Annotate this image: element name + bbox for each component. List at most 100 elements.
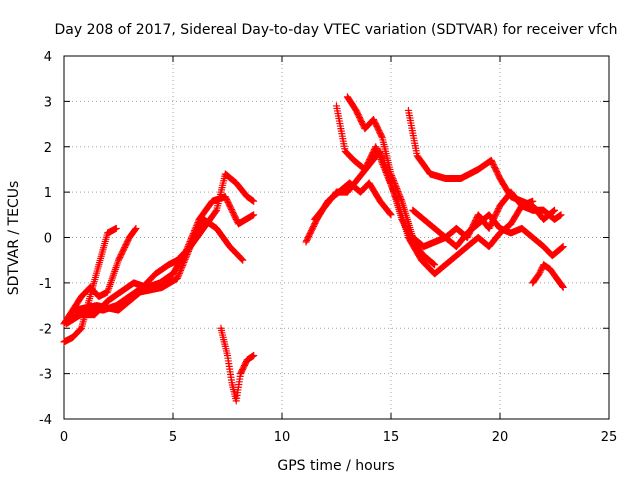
data-point — [537, 265, 545, 273]
data-point — [393, 184, 401, 192]
data-point — [379, 160, 387, 168]
data-point — [180, 258, 188, 266]
data-point — [550, 207, 558, 215]
data-point — [390, 176, 398, 184]
data-point — [536, 268, 544, 276]
data-point — [131, 225, 139, 233]
data-point — [76, 326, 84, 334]
data-point — [374, 148, 382, 156]
data-point — [177, 265, 185, 273]
data-point — [394, 188, 402, 196]
data-point — [535, 270, 543, 278]
data-point — [388, 172, 396, 180]
data-point — [391, 181, 399, 189]
chart-title: Day 208 of 2017, Sidereal Day-to-day VTE… — [54, 22, 617, 38]
series-s10 — [343, 93, 565, 251]
data-point — [184, 249, 192, 257]
x-tick-label: 5 — [169, 430, 177, 445]
data-point — [372, 143, 380, 151]
x-tick-label: 15 — [383, 430, 400, 445]
data-point — [551, 206, 558, 214]
data-point — [238, 255, 246, 263]
data-point — [388, 173, 396, 181]
data-point — [374, 149, 382, 157]
data-point — [559, 243, 567, 251]
data-point — [177, 266, 185, 274]
data-point — [179, 260, 187, 268]
data-point — [558, 243, 566, 251]
data-point — [174, 273, 182, 281]
data-point — [237, 255, 245, 263]
data-point — [250, 197, 258, 205]
data-point — [182, 254, 190, 262]
data-point — [373, 146, 381, 154]
data-point — [387, 170, 395, 178]
data-point — [549, 207, 557, 215]
data-point — [181, 255, 189, 263]
series-s13 — [529, 261, 567, 291]
data-point — [558, 282, 566, 290]
data-point — [184, 247, 192, 255]
data-point — [250, 351, 258, 359]
data-point — [173, 274, 181, 282]
data-point — [378, 157, 386, 165]
data-point — [186, 244, 194, 252]
x-tick-label: 25 — [601, 430, 618, 445]
y-tick-label: 0 — [44, 232, 52, 247]
data-point — [558, 244, 566, 252]
data-point — [376, 152, 384, 160]
y-tick-label: 2 — [44, 141, 52, 156]
data-point — [212, 207, 220, 215]
data-point — [396, 192, 404, 200]
data-point — [381, 167, 389, 175]
data-point — [392, 183, 400, 191]
data-point — [557, 211, 565, 219]
series-s11 — [404, 106, 558, 223]
y-tick-label: -3 — [39, 368, 52, 383]
y-tick-label: -2 — [39, 322, 52, 337]
data-point — [375, 151, 383, 159]
y-tick-label: 1 — [44, 186, 52, 201]
series-s6 — [217, 324, 258, 405]
data-point — [537, 267, 545, 275]
series-s12 — [409, 206, 567, 260]
data-point — [379, 162, 387, 170]
gridlines — [64, 56, 609, 419]
data-point — [386, 210, 394, 218]
data-point — [181, 257, 189, 265]
series-s5 — [71, 215, 247, 314]
data-point — [185, 246, 193, 254]
data-point — [382, 168, 390, 176]
y-tick-label: -4 — [39, 413, 52, 428]
data-point — [239, 256, 247, 264]
data-point — [250, 211, 258, 219]
axis-ticks: 0 5 10 15 20 25 -4 -3 -2 -1 0 1 2 3 4 — [39, 50, 617, 445]
data-point — [559, 283, 567, 291]
data-point — [179, 262, 187, 270]
series-s9 — [333, 102, 537, 278]
data-point — [431, 261, 439, 269]
data-point — [376, 154, 384, 162]
data-point — [378, 159, 386, 167]
y-axis-label: SDTVAR / TECUs — [6, 181, 22, 296]
x-tick-label: 0 — [60, 430, 68, 445]
data-point — [175, 271, 183, 279]
data-point — [397, 196, 405, 204]
data-point — [391, 180, 399, 188]
y-tick-label: 3 — [44, 95, 52, 110]
y-tick-label: -1 — [39, 277, 52, 292]
x-axis-label: GPS time / hours — [277, 458, 394, 474]
data-point — [183, 251, 191, 259]
data-point — [178, 263, 186, 271]
data-point — [393, 186, 401, 194]
data-point — [175, 270, 183, 278]
data-point — [183, 252, 191, 260]
data-point — [387, 211, 395, 219]
data-point — [176, 268, 184, 276]
x-tick-label: 20 — [492, 430, 509, 445]
data-point — [372, 144, 380, 152]
y-tick-label: 4 — [44, 50, 52, 65]
data-points — [60, 93, 567, 405]
data-point — [132, 224, 140, 232]
